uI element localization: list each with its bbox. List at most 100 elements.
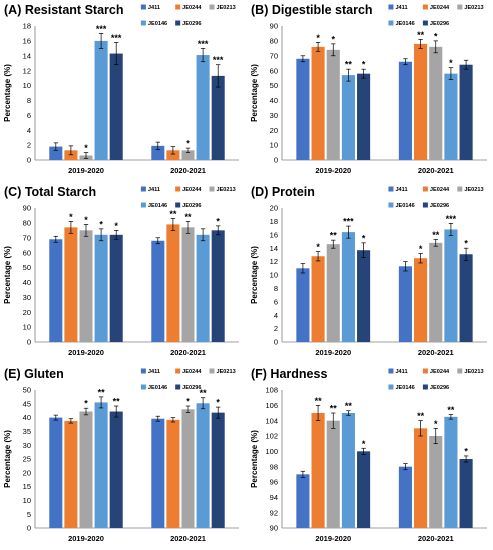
- y-tick-label: 40: [23, 278, 31, 287]
- bar-JE0244: [64, 420, 78, 528]
- y-tick-label: 16: [23, 36, 31, 45]
- y-tick-label: 6: [274, 297, 278, 306]
- y-tick-label: 104: [265, 416, 278, 425]
- bar-J411: [296, 474, 310, 528]
- legend-label: JE0296: [182, 203, 201, 209]
- x-category-label: 2020-2021: [418, 166, 454, 175]
- significance-label: **: [184, 212, 192, 222]
- bar-JE0146: [444, 73, 458, 160]
- y-tick-label: 50: [23, 386, 31, 395]
- significance-label: *: [316, 33, 320, 43]
- bar-JE0213: [181, 150, 195, 160]
- significance-label: **: [330, 231, 338, 241]
- bar-JE0213: [326, 244, 340, 342]
- legend-label: J411: [395, 187, 407, 193]
- y-tick-label: 10: [23, 496, 31, 505]
- significance-label: *: [434, 31, 438, 41]
- legend-label: JE0244: [182, 187, 202, 193]
- significance-label: *: [331, 34, 335, 44]
- bar-JE0244: [311, 256, 325, 342]
- chart-panel-2: (C) Total Starch Percentage (%) 0 10 20 30 40 5…: [3, 185, 239, 357]
- bar-J411: [151, 145, 165, 160]
- y-tick-label: 10: [23, 81, 31, 90]
- significance-label: ***: [446, 214, 457, 224]
- legend-label: J411: [148, 187, 160, 193]
- legend-label: JE0296: [182, 21, 201, 27]
- x-category-label: 2020-2021: [170, 534, 206, 543]
- legend-swatch: [140, 20, 146, 26]
- y-tick-label: 96: [270, 478, 278, 487]
- y-tick-label: 4: [27, 126, 31, 135]
- bar-JE0244: [311, 46, 325, 160]
- x-category-label: 2019-2020: [68, 348, 104, 357]
- y-tick-label: 15: [23, 482, 31, 491]
- significance-label: **: [169, 209, 177, 219]
- legend-swatch: [175, 186, 181, 192]
- bar-JE0213: [429, 436, 443, 528]
- significance-label: **: [447, 405, 455, 415]
- y-tick-label: 30: [23, 293, 31, 302]
- legend-swatch: [457, 4, 463, 10]
- significance-label: **: [200, 388, 208, 398]
- significance-label: **: [417, 411, 425, 421]
- y-tick-label: 30: [23, 441, 31, 450]
- y-tick-label: 0: [27, 156, 31, 165]
- y-axis-label: Percentage (%): [3, 64, 12, 122]
- y-tick-label: 40: [23, 413, 31, 422]
- chart-panel-0: (A) Resistant Starch Percentage (%) 0 2 4 6 8 1…: [3, 3, 239, 175]
- y-tick-label: 20: [23, 468, 31, 477]
- legend-label: JE0146: [395, 21, 414, 27]
- panel-title: (D) Protein: [251, 185, 315, 199]
- x-category-label: 2019-2020: [315, 166, 351, 175]
- legend-swatch: [175, 368, 181, 374]
- legend-label: JE0296: [430, 21, 449, 27]
- y-tick-label: 90: [270, 22, 278, 31]
- x-category-label: 2019-2020: [315, 348, 351, 357]
- y-tick-label: 18: [23, 22, 31, 31]
- y-axis-label: Percentage (%): [250, 64, 259, 122]
- significance-label: **: [417, 30, 425, 40]
- y-tick-label: 100: [265, 447, 278, 456]
- legend-swatch: [422, 202, 428, 208]
- significance-label: *: [419, 244, 423, 254]
- bar-JE0296: [211, 412, 225, 528]
- legend-label: JE0296: [430, 385, 449, 391]
- y-tick-label: 0: [274, 338, 278, 347]
- y-tick-label: 90: [270, 524, 278, 533]
- significance-label: *: [69, 212, 73, 222]
- y-tick-label: 50: [23, 263, 31, 272]
- significance-label: ***: [343, 217, 354, 227]
- legend-swatch: [457, 368, 463, 374]
- legend-label: JE0146: [148, 203, 167, 209]
- bar-JE0146: [341, 75, 355, 160]
- bar-JE0213: [326, 49, 340, 161]
- bar-JE0146: [94, 402, 108, 528]
- bar-J411: [151, 240, 165, 342]
- chart-panel-3: (D) Protein Percentage (%) 0 2 4 6 8 10 12 14 16 18…: [250, 185, 487, 357]
- legend-swatch: [175, 4, 181, 10]
- bar-JE0213: [326, 420, 340, 528]
- bar-JE0244: [414, 258, 428, 342]
- significance-label: *: [216, 398, 220, 408]
- bar-JE0146: [341, 232, 355, 342]
- legend-swatch: [388, 368, 394, 374]
- significance-label: *: [362, 233, 366, 243]
- significance-label: *: [362, 60, 366, 70]
- y-tick-label: 6: [27, 111, 31, 120]
- legend-label: JE0296: [430, 203, 449, 209]
- y-tick-label: 102: [265, 432, 278, 441]
- bar-JE0213: [429, 242, 443, 342]
- y-tick-label: 0: [27, 338, 31, 347]
- significance-label: *: [316, 242, 320, 252]
- y-tick-label: 60: [23, 248, 31, 257]
- significance-label: *: [362, 439, 366, 449]
- bar-JE0296: [109, 411, 123, 528]
- y-tick-label: 80: [23, 218, 31, 227]
- significance-label: *: [449, 58, 453, 68]
- panel-title: (A) Resistant Starch: [4, 3, 123, 17]
- bar-JE0213: [181, 227, 195, 342]
- chart-panel-4: (E) Gluten Percentage (%) 0 5 10 15 20 25 30 35 40…: [3, 367, 239, 543]
- legend-swatch: [209, 368, 215, 374]
- significance-label: *: [186, 139, 190, 149]
